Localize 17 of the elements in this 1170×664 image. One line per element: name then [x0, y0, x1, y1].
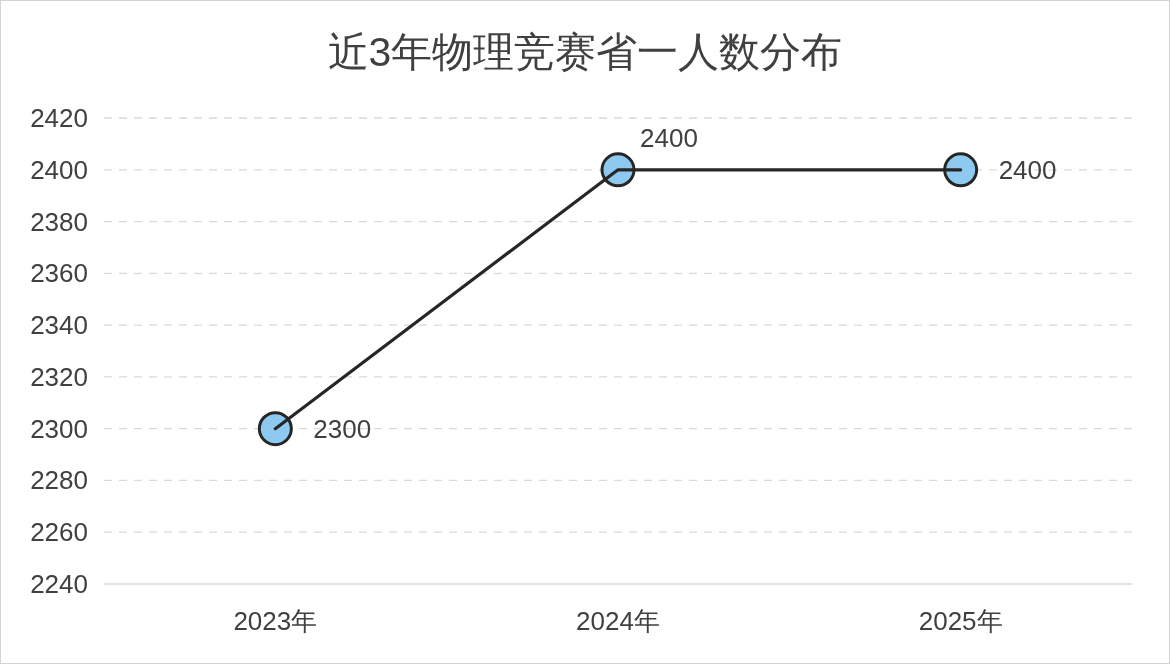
y-tick-label: 2280: [30, 465, 88, 496]
y-tick-label: 2260: [30, 517, 88, 548]
y-tick-label: 2420: [30, 103, 88, 133]
data-label: 2400: [640, 122, 698, 153]
y-tick-label: 2360: [30, 258, 88, 289]
x-tick-label: 2023年: [233, 606, 318, 636]
title: 近3年物理竞赛省一人数分布: [327, 29, 843, 75]
data-label: 2400: [998, 154, 1057, 185]
x-tick-label: 2024年: [576, 606, 660, 636]
y-tick-label: 2320: [30, 361, 88, 392]
y-tick-label: 2380: [30, 206, 88, 237]
data-label: 2300: [313, 413, 372, 444]
y-tick-label: 2240: [30, 569, 88, 599]
x-tick-label: 2025年: [918, 606, 1003, 636]
y-tick-label: 2400: [30, 154, 88, 185]
y-tick-label: 2340: [30, 310, 88, 341]
y-tick-label: 2300: [30, 413, 88, 444]
